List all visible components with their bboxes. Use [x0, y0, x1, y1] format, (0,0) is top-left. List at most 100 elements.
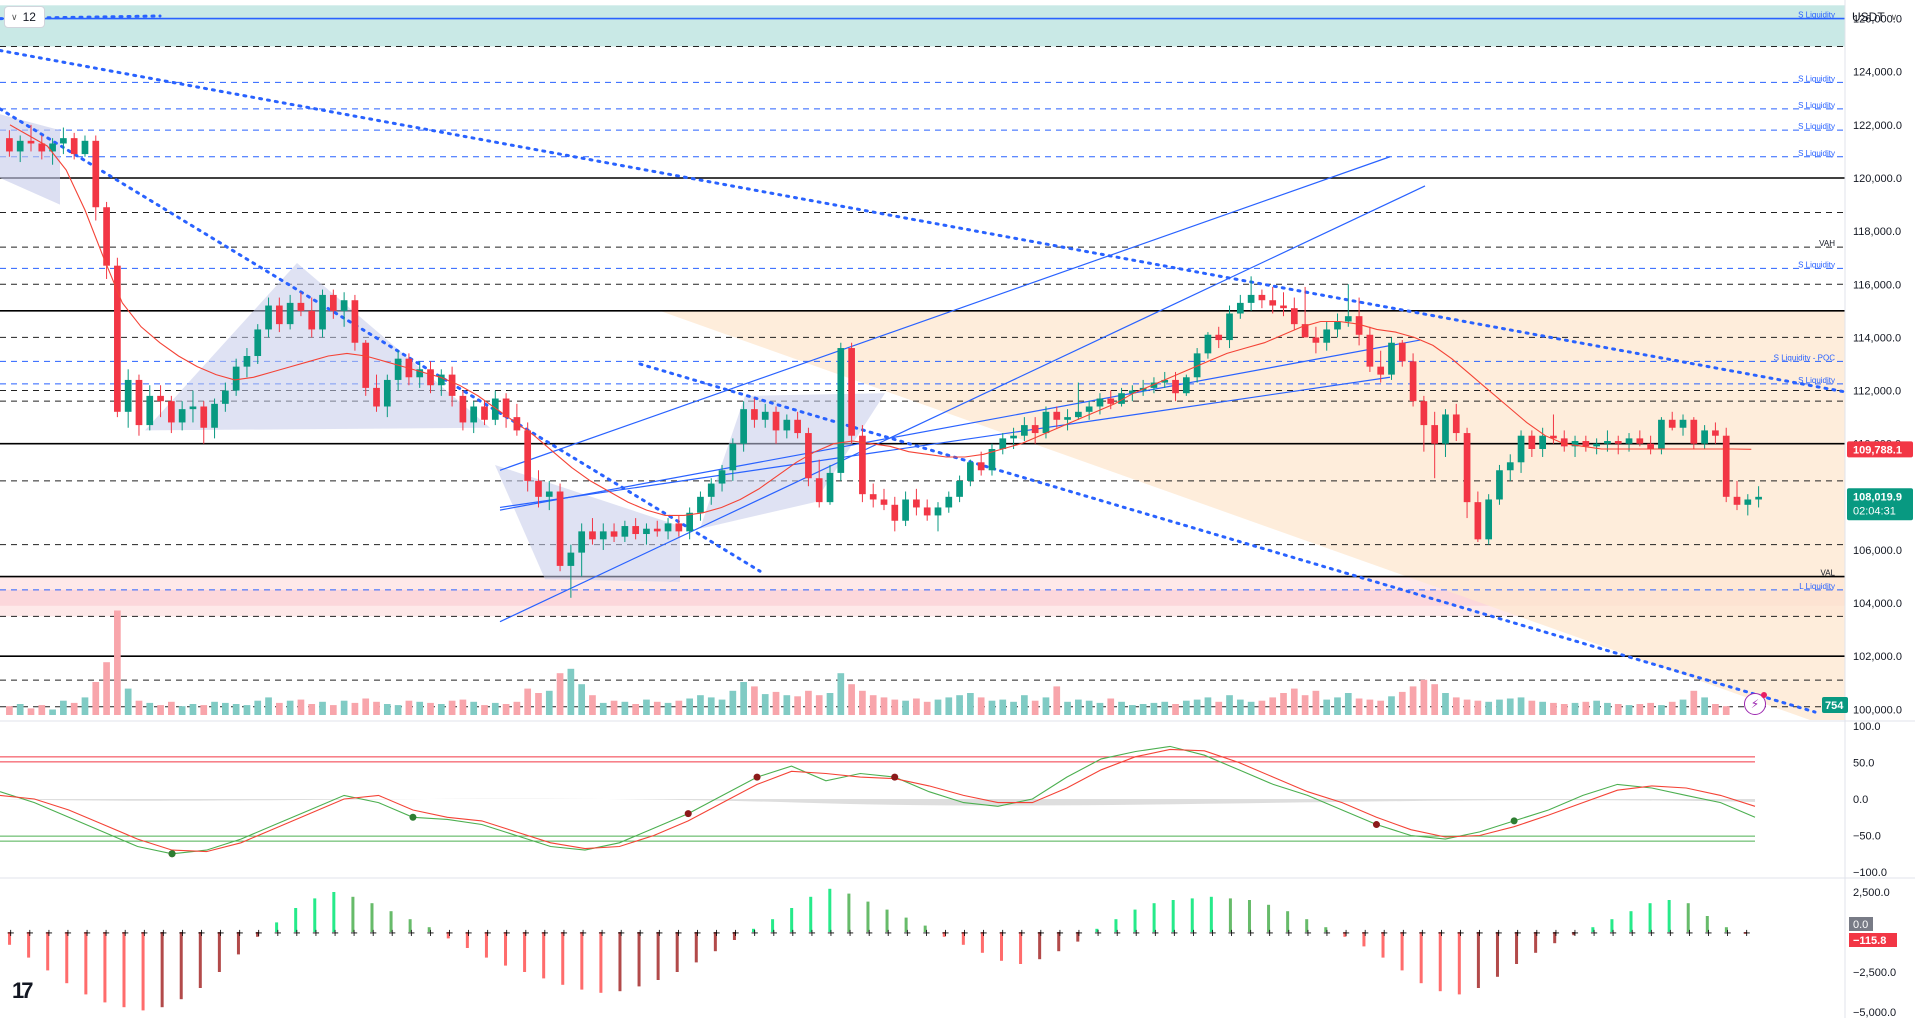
candle-body — [502, 398, 510, 418]
candle-body — [1118, 393, 1125, 404]
candle-body — [211, 403, 218, 428]
channel-line — [499, 185, 1426, 623]
macd-bar — [1133, 909, 1137, 932]
macd-cross-marker: + — [712, 928, 720, 939]
macd-bar — [8, 932, 12, 945]
candle-body — [1215, 334, 1223, 341]
osc-tick-label: 50.0 — [1853, 758, 1874, 770]
candle-body — [902, 499, 909, 521]
candle — [1075, 382, 1082, 420]
candle-body — [1021, 425, 1028, 436]
volume-bar — [1506, 698, 1514, 715]
candle-body — [286, 302, 294, 325]
macd-bar — [446, 932, 450, 939]
macd-bar — [351, 896, 355, 932]
volume-bar — [1388, 696, 1395, 715]
volume-bar — [1614, 704, 1622, 715]
volume-bar — [481, 705, 488, 715]
candle-body — [1658, 419, 1665, 450]
volume-bar — [1712, 704, 1719, 715]
candle — [1366, 326, 1374, 372]
candle — [394, 350, 402, 391]
lightning-icon[interactable]: ⚡ — [1744, 692, 1767, 715]
volume-bar — [1161, 701, 1169, 715]
volume-bar — [826, 693, 834, 715]
candle-body — [923, 507, 931, 516]
candle-body — [1053, 411, 1061, 420]
macd-cross-marker: + — [1304, 928, 1312, 939]
candle — [437, 369, 445, 396]
volume-bar — [470, 701, 478, 715]
candle-body — [1528, 435, 1536, 450]
volume-bar — [1172, 704, 1179, 715]
candle-body — [254, 329, 262, 357]
volume-bar — [977, 697, 985, 715]
candle-body — [1517, 435, 1525, 463]
macd-cross-marker: + — [636, 928, 644, 939]
candle-body — [653, 528, 661, 532]
candle — [999, 433, 1007, 455]
candle-body — [60, 138, 67, 144]
macd-cross-marker: + — [979, 928, 987, 939]
candle — [977, 451, 985, 476]
candle-body — [459, 395, 467, 423]
candle-body — [1539, 435, 1546, 450]
interval-selector[interactable]: ∨ 12 — [4, 6, 45, 28]
level-label: L Liquidity — [1799, 582, 1835, 591]
macd-cross-marker: + — [1208, 928, 1216, 939]
candle — [92, 135, 100, 221]
level-label: S Liquidity — [1798, 260, 1835, 269]
volume-bar — [1290, 688, 1298, 715]
macd-bar — [179, 932, 183, 1000]
candle-body — [826, 472, 834, 503]
macd-cross-marker: + — [1151, 928, 1159, 939]
macd-cross-marker: + — [655, 928, 663, 939]
candle-body — [1247, 294, 1255, 303]
tradingview-logo-icon[interactable]: 17 — [12, 978, 34, 1003]
osc-tick-label: −100.0 — [1853, 867, 1887, 879]
candle — [524, 422, 532, 492]
candle — [1053, 406, 1061, 428]
macd-cross-marker: + — [1494, 928, 1502, 939]
candle — [686, 507, 693, 540]
candle — [545, 480, 553, 511]
macd-cross-marker: + — [140, 928, 148, 939]
volume-bar — [405, 700, 413, 715]
candle-body — [1161, 379, 1169, 383]
volume-bar — [103, 662, 110, 715]
candle-body — [1042, 411, 1050, 434]
candle — [319, 289, 326, 338]
currency-selector[interactable]: USDT ∨ — [1852, 6, 1912, 28]
candle — [448, 366, 456, 407]
macd-bar — [408, 919, 412, 932]
macd-bar — [1705, 916, 1709, 932]
macd-cross-marker: + — [1647, 928, 1655, 939]
volume-bar — [1355, 698, 1363, 715]
volume-bar — [794, 696, 801, 715]
macd-cross-marker: + — [731, 928, 739, 939]
volume-bar — [416, 701, 424, 715]
candle-body — [103, 207, 110, 266]
candle — [1064, 409, 1071, 431]
volume-bar — [1096, 702, 1104, 715]
macd-cross-marker: + — [1380, 928, 1388, 939]
price-tick-label: 120,000.0 — [1853, 173, 1902, 185]
zero-band-area — [0, 798, 1755, 806]
liquidity-zone — [0, 5, 1845, 47]
macd-cross-marker: + — [121, 928, 129, 939]
candle — [1247, 276, 1255, 311]
volume-badge-bg — [1822, 697, 1848, 713]
macd-bar — [980, 932, 984, 953]
candle-body — [1269, 300, 1277, 306]
volume-bar — [265, 697, 272, 715]
macd-cross-marker: + — [1437, 928, 1445, 939]
macd-bar — [771, 919, 775, 932]
macd-bar — [1686, 903, 1690, 932]
candle-body — [1431, 425, 1439, 444]
price-tick-label: 102,000.0 — [1853, 651, 1902, 663]
macd-cross-marker: + — [1552, 928, 1560, 939]
candle-body — [1755, 496, 1762, 500]
macd-bar — [1171, 900, 1175, 932]
volume-bar — [772, 691, 780, 715]
